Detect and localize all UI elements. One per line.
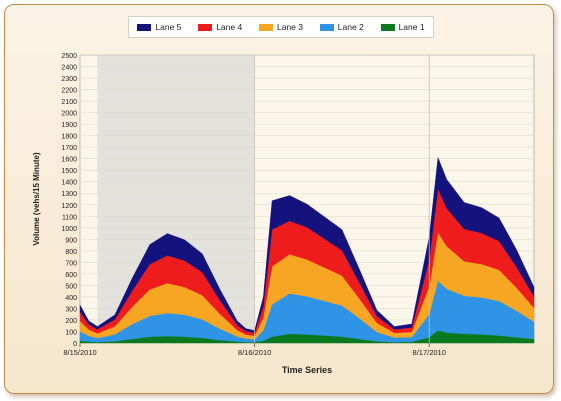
y-axis-label: Volume (vehs/15 Minute) [32, 152, 41, 246]
y-tick-label: 900 [65, 237, 77, 244]
legend-item-lane-1[interactable]: Lane 1 [380, 22, 425, 32]
legend-swatch-lane-5 [137, 23, 152, 31]
y-tick-label: 700 [65, 260, 77, 267]
y-tick-label: 2400 [61, 65, 77, 72]
y-axis-ticks: 0 100 200 300 400 500 600 700 800 900 1000 1100 1200… [61, 53, 77, 348]
y-tick-label: 300 [65, 306, 77, 313]
legend-swatch-lane-3 [258, 23, 273, 31]
y-tick-label: 1300 [61, 191, 77, 198]
y-tick-label: 1800 [61, 134, 77, 141]
y-tick-label: 2100 [61, 99, 77, 106]
legend-item-lane-2[interactable]: Lane 2 [319, 22, 364, 32]
legend-label-lane-2: Lane 2 [337, 22, 364, 32]
legend-label-lane-5: Lane 5 [155, 22, 182, 32]
legend-item-lane-4[interactable]: Lane 4 [198, 22, 242, 32]
series-areas [79, 157, 535, 344]
x-tick-label: 8/15/2010 [63, 348, 96, 357]
y-tick-label: 500 [65, 283, 77, 290]
y-tick-label: 2000 [61, 111, 77, 118]
legend-swatch-lane-2 [319, 23, 334, 31]
y-tick-label: 1200 [61, 203, 77, 210]
x-axis-label: Time Series [282, 365, 332, 375]
x-tick-label: 8/17/2010 [413, 348, 446, 357]
y-tick-label: 1700 [61, 145, 77, 152]
y-tick-label: 400 [65, 295, 77, 302]
legend-item-lane-3[interactable]: Lane 3 [258, 22, 303, 32]
y-tick-label: 1400 [61, 180, 77, 187]
chart-legend: Lane 5 Lane 4 Lane 3 Lane 2 Lane 1 [128, 16, 434, 38]
legend-label-lane-3: Lane 3 [276, 22, 303, 32]
y-tick-label: 1600 [61, 157, 77, 164]
y-tick-label: 1000 [61, 226, 77, 233]
y-tick-label: 1900 [61, 122, 77, 129]
y-tick-label: 600 [65, 272, 77, 279]
series-area-lane-5 [79, 157, 535, 334]
x-tick-label: 8/16/2010 [238, 348, 271, 357]
y-tick-label: 100 [65, 329, 77, 336]
y-tick-label: 0 [73, 341, 77, 348]
legend-label-lane-1: Lane 1 [398, 22, 425, 32]
y-tick-label: 1100 [62, 214, 77, 221]
y-tick-label: 2200 [61, 88, 77, 95]
y-tick-label: 2500 [61, 53, 77, 60]
legend-label-lane-4: Lane 4 [216, 22, 243, 32]
legend-item-lane-5[interactable]: Lane 5 [137, 22, 181, 32]
y-tick-label: 1500 [61, 168, 77, 175]
x-axis-ticks: 8/15/2010 8/16/2010 8/17/2010 [63, 55, 446, 357]
legend-swatch-lane-1 [380, 23, 395, 31]
y-tick-label: 800 [65, 249, 77, 256]
y-tick-label: 2300 [61, 76, 77, 83]
y-tick-label: 200 [65, 318, 77, 325]
legend-swatch-lane-4 [198, 23, 213, 31]
